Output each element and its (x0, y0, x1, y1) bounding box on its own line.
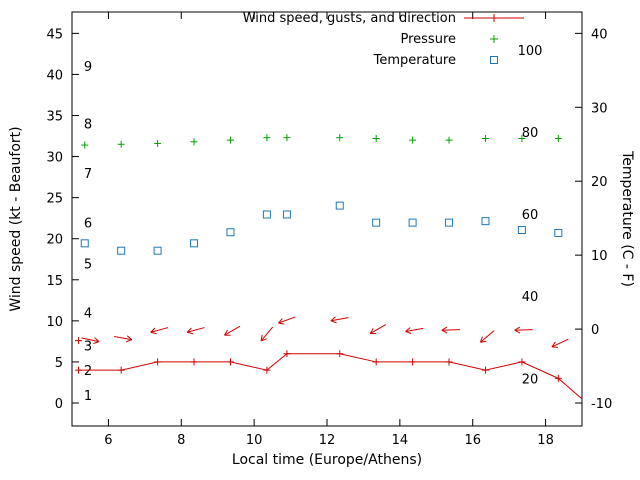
svg-text:18: 18 (537, 433, 554, 448)
svg-text:5: 5 (84, 257, 92, 272)
svg-text:Pressure: Pressure (400, 32, 456, 47)
svg-text:30: 30 (591, 101, 608, 116)
right-axis-label: Temperature (C - F) (619, 151, 635, 287)
svg-text:8: 8 (84, 118, 92, 133)
svg-text:40: 40 (591, 27, 608, 42)
wind-speed-series (75, 350, 583, 400)
left-axis-label: Wind speed (kt - Beaufort) (8, 126, 24, 312)
svg-text:15: 15 (46, 274, 63, 289)
gust-direction-arrows (75, 316, 569, 348)
svg-text:10: 10 (591, 249, 608, 264)
svg-text:5: 5 (55, 356, 63, 371)
svg-text:45: 45 (46, 27, 63, 42)
svg-text:10: 10 (246, 433, 263, 448)
svg-text:-10: -10 (591, 397, 612, 412)
fahrenheit-scale-labels: 20 40 60 80 100 (518, 44, 543, 388)
svg-text:60: 60 (522, 208, 539, 223)
svg-text:25: 25 (46, 192, 63, 207)
svg-text:14: 14 (392, 433, 409, 448)
svg-text:0: 0 (55, 397, 63, 412)
svg-text:9: 9 (84, 60, 92, 75)
svg-text:0: 0 (591, 323, 599, 338)
svg-text:20: 20 (522, 372, 539, 387)
svg-text:7: 7 (84, 167, 92, 182)
svg-text:20: 20 (591, 175, 608, 190)
svg-text:30: 30 (46, 151, 63, 166)
svg-text:Temperature: Temperature (373, 53, 456, 68)
svg-text:4: 4 (84, 307, 92, 322)
svg-text:6: 6 (104, 433, 112, 448)
axes: 6 8 10 12 14 16 18051015202530354045-100102030… (46, 11, 612, 448)
svg-text:Wind speed, gusts, and directi: Wind speed, gusts, and direction (243, 11, 456, 26)
legend: Wind speed, gusts, and direction Pressure… (243, 11, 524, 68)
temperature-series (80, 201, 563, 255)
svg-text:35: 35 (46, 110, 63, 125)
svg-text:40: 40 (46, 68, 63, 83)
svg-text:8: 8 (177, 433, 185, 448)
pressure-series (81, 134, 562, 149)
svg-text:6: 6 (84, 216, 92, 231)
svg-text:20: 20 (46, 233, 63, 248)
svg-text:10: 10 (46, 315, 63, 330)
svg-text:1: 1 (84, 389, 92, 404)
svg-text:100: 100 (518, 44, 543, 59)
beaufort-scale-labels: 1 2 3 4 5 6 7 8 9 (84, 60, 92, 404)
x-axis-label: Local time (Europe/Athens) (231, 452, 423, 468)
svg-text:2: 2 (84, 364, 92, 379)
svg-text:12: 12 (319, 433, 336, 448)
svg-text:80: 80 (522, 126, 539, 141)
svg-text:3: 3 (84, 340, 92, 355)
svg-text:16: 16 (464, 433, 481, 448)
svg-text:40: 40 (522, 290, 539, 305)
